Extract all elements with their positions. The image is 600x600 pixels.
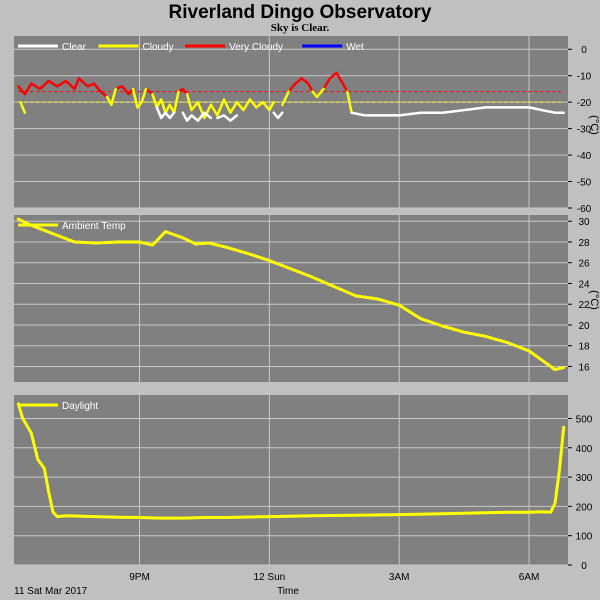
daylight-panel: Daylight 500 400 300 200 100 0	[14, 395, 593, 572]
sky-ytick-label-0: 0	[581, 45, 587, 56]
sky-clear-segment-0	[155, 106, 176, 120]
daylight-grid	[14, 395, 568, 566]
ambient-legend-label-ambient-temp: Ambient Temp	[62, 221, 126, 232]
sky-clear-segment-3	[272, 111, 284, 120]
daylight-ytick-label-4: 100	[576, 532, 593, 543]
x-start-date-label: 11 Sat Mar 2017	[14, 586, 88, 597]
sky-clear-segment-2	[216, 114, 239, 122]
sky-cloudy-segment-4	[185, 92, 275, 120]
sky-very-cloudy-segment-5	[322, 71, 349, 93]
ambient-ytick-label-3: 24	[578, 279, 590, 290]
sky-panel: Clear Cloudy Very Cloudy Wet 0 -10 -20 -30 -40 -…	[14, 36, 600, 215]
daylight-ytick-label-0: 500	[576, 414, 593, 425]
sky-y-ticks: 0 -10 -20 -30 -40 -50 -60	[568, 45, 592, 215]
sky-ytick-label-1: -10	[577, 72, 592, 83]
daylight-legend: Daylight	[18, 401, 98, 412]
daylight-ytick-label-2: 300	[576, 473, 593, 484]
sky-very-cloudy-segment-3	[177, 87, 189, 96]
x-tick-label-9pm: 9PM	[129, 572, 150, 583]
daylight-legend-label-daylight: Daylight	[62, 401, 98, 412]
sky-legend-label-clear: Clear	[62, 42, 87, 53]
sky-very-cloudy-segment-4	[287, 77, 314, 93]
ambient-ytick-label-6: 18	[578, 342, 590, 353]
x-tick-label-3am: 3AM	[389, 572, 410, 583]
ambient-plot-area	[14, 215, 568, 382]
daylight-y-ticks: 500 400 300 200 100 0	[568, 414, 593, 572]
x-tick-label-6am: 6AM	[519, 572, 540, 583]
sky-series	[17, 71, 565, 122]
daylight-series	[16, 402, 566, 520]
sky-cloudy-segment-1	[105, 87, 117, 107]
ambient-y-ticks: 30 28 26 24 22 20 18 16	[568, 217, 590, 373]
sky-ytick-label-3: -30	[577, 125, 592, 136]
x-tick-label-12-sun: 12 Sun	[254, 572, 286, 583]
sky-cloudy-segment-0	[19, 100, 27, 114]
ambient-grid	[14, 215, 568, 382]
sky-clear-segment-1	[181, 111, 213, 122]
ambient-ytick-label-0: 30	[578, 217, 590, 228]
daylight-ytick-label-1: 400	[576, 444, 593, 455]
ambient-series	[16, 217, 566, 372]
sky-legend: Clear Cloudy Very Cloudy Wet	[18, 42, 364, 53]
ambient-ytick-label-2: 26	[578, 259, 590, 270]
ambient-unit-label: (°C)	[588, 290, 600, 310]
sky-very-cloudy-segment-0	[17, 77, 109, 99]
sky-ytick-label-4: -40	[577, 151, 592, 162]
sky-cloudy-segment-7	[346, 90, 353, 114]
ambient-ambient-temp-line	[16, 217, 566, 372]
sky-very-cloudy-segment-2	[144, 87, 154, 96]
ambient-ytick-label-7: 16	[578, 362, 590, 373]
sky-ytick-label-6: -60	[577, 204, 592, 215]
sky-legend-label-wet: Wet	[346, 42, 364, 53]
sky-ytick-label-5: -50	[577, 178, 592, 189]
sky-cloudy-segment-2	[131, 87, 148, 109]
chart-subtitle: Sky is Clear.	[271, 22, 330, 34]
sky-legend-label-very-cloudy: Very Cloudy	[229, 42, 283, 53]
daylight-plot-area	[14, 395, 568, 565]
sky-clear-segment-4	[350, 106, 565, 117]
sky-cloudy-segment-5	[281, 90, 291, 107]
x-axis-label: Time	[277, 586, 299, 597]
daylight-ytick-label-3: 200	[576, 502, 593, 513]
ambient-ytick-label-5: 20	[578, 321, 590, 332]
sky-grid	[14, 36, 568, 209]
sky-plot-area	[14, 36, 568, 208]
ambient-ytick-label-4: 22	[578, 300, 590, 311]
sky-legend-label-cloudy: Cloudy	[143, 42, 174, 53]
daylight-daylight-line	[16, 402, 566, 520]
sky-unit-label: (°C)	[588, 115, 600, 135]
sky-cloudy-segment-6	[311, 87, 325, 99]
chart-title: Riverland Dingo Observatory	[169, 2, 432, 23]
x-axis-ticks: 9PM 12 Sun 3AM 6AM	[129, 572, 539, 583]
ambient-legend: Ambient Temp	[18, 221, 126, 232]
daylight-ytick-label-5: 0	[581, 561, 587, 572]
ambient-panel: Ambient Temp 30 28 26 24 22 20 18 16 (°C)	[14, 215, 600, 382]
sky-very-cloudy-segment-1	[114, 85, 135, 96]
sky-ytick-label-2: -20	[577, 98, 592, 109]
ambient-ytick-label-1: 28	[578, 238, 590, 249]
